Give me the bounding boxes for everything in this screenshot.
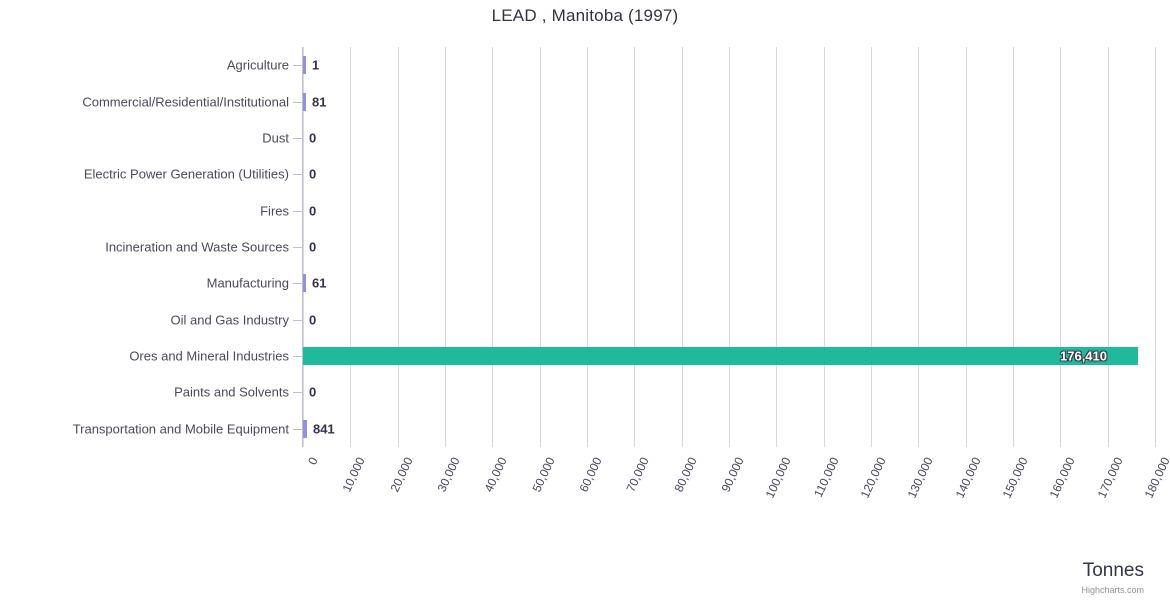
y-axis-category-label: Paints and Solvents	[174, 384, 289, 400]
gridline	[1107, 47, 1109, 447]
y-axis-category-label: Dust	[262, 130, 289, 146]
data-label: 81	[312, 94, 327, 110]
plot-area	[303, 47, 1156, 447]
data-label: 0	[309, 166, 317, 182]
gridline	[823, 47, 825, 447]
data-label: 841	[312, 421, 335, 437]
bar[interactable]	[303, 347, 1138, 366]
y-axis-tick	[293, 319, 302, 321]
bar[interactable]	[303, 419, 307, 438]
y-axis-category-label: Oil and Gas Industry	[170, 312, 290, 328]
gridline	[303, 47, 304, 447]
gridline	[729, 47, 730, 447]
y-axis-tick	[293, 101, 302, 103]
y-axis-tick	[293, 137, 302, 139]
y-axis-tick	[293, 283, 302, 285]
data-label: 0	[309, 239, 317, 255]
y-axis-tick	[293, 174, 302, 176]
gridline	[1013, 47, 1014, 447]
y-axis-tick	[293, 356, 302, 358]
y-axis-tick	[293, 65, 302, 67]
gridline	[776, 47, 778, 447]
bar[interactable]	[303, 274, 306, 293]
y-axis-line	[302, 47, 303, 447]
gridline	[1155, 47, 1156, 447]
y-axis-tick	[293, 428, 302, 430]
x-axis-title: Tonnes	[1082, 560, 1144, 581]
gridline	[539, 47, 541, 447]
gridline	[492, 47, 494, 447]
bar[interactable]	[303, 56, 306, 75]
gridline	[350, 47, 352, 447]
data-label: 0	[309, 203, 317, 219]
y-axis-category-label: Manufacturing	[206, 275, 289, 291]
data-label: 0	[309, 312, 317, 328]
data-label: 1	[312, 57, 320, 73]
y-axis-category-label: Ores and Mineral Industries	[129, 348, 289, 364]
gridline	[634, 47, 636, 447]
data-label: 0	[309, 384, 317, 400]
y-axis-category-label: Commercial/Residential/Institutional	[82, 94, 289, 110]
y-axis-tick	[293, 247, 302, 248]
gridline	[397, 47, 399, 447]
data-label: 61	[312, 275, 327, 291]
y-axis-tick	[293, 392, 302, 394]
bar[interactable]	[303, 92, 306, 111]
y-axis-category-label: Incineration and Waste Sources	[105, 239, 289, 255]
gridline	[1060, 47, 1062, 447]
gridline	[681, 47, 683, 447]
chart-title: LEAD , Manitoba (1997)	[491, 6, 679, 25]
y-axis-category-label: Agriculture	[226, 57, 289, 73]
data-label: 0	[309, 130, 317, 146]
data-label: 176,410	[1060, 348, 1107, 364]
y-axis-tick	[293, 210, 302, 212]
credits-label[interactable]: Highcharts.com	[1081, 585, 1144, 595]
gridline	[445, 47, 446, 447]
gridline	[965, 47, 967, 447]
y-axis-category-label: Fires	[260, 203, 289, 219]
y-axis-category-label: Transportation and Mobile Equipment	[72, 421, 289, 437]
gridline	[918, 47, 920, 447]
gridline	[587, 47, 588, 447]
y-axis-category-label: Electric Power Generation (Utilities)	[83, 166, 289, 182]
gridline	[871, 47, 872, 447]
